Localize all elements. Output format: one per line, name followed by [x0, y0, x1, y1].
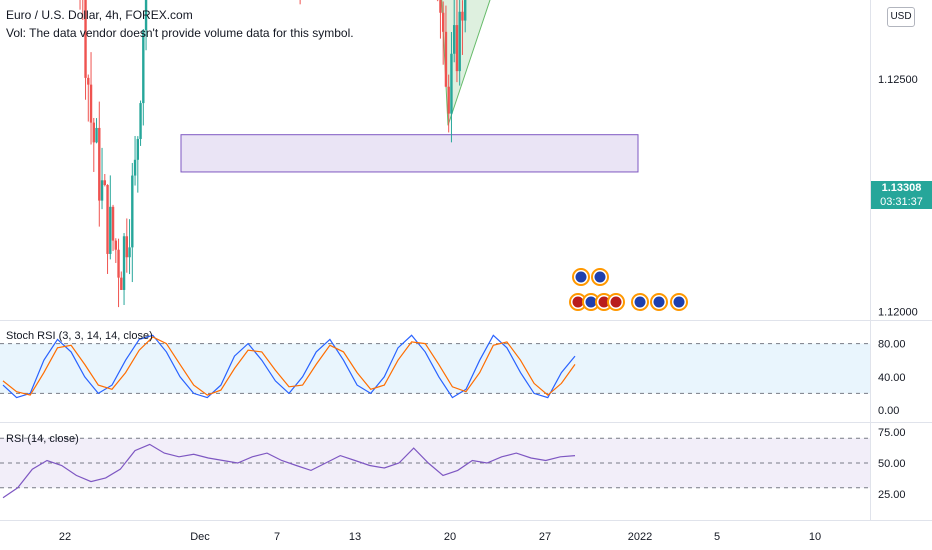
eu-flag-icon [673, 296, 685, 308]
us-flag-icon [598, 296, 610, 308]
candle-body [109, 206, 112, 254]
symbol-title[interactable]: Euro / U.S. Dollar, 4h, FOREX.com [6, 8, 193, 22]
candle-body [89, 84, 93, 123]
time-tick-label: 13 [349, 531, 361, 543]
candle-body [128, 247, 131, 258]
time-tick-label: Dec [190, 531, 210, 543]
candle-body [95, 127, 98, 143]
rsi-tick-label: 50.00 [878, 458, 906, 470]
candle-body [92, 122, 95, 143]
eu-flag-icon [585, 296, 597, 308]
stoch-k-line [2, 334, 576, 399]
time-tick-label: 27 [539, 531, 551, 543]
rsi-pane[interactable]: 75.00 50.00 25.00 [0, 427, 906, 501]
candle-body [131, 175, 134, 248]
candle-body [444, 31, 448, 87]
candle-body [464, 0, 467, 21]
candle-body [136, 138, 140, 160]
candle-body [114, 240, 117, 250]
candle-body [98, 127, 101, 201]
candle-body [142, 30, 145, 104]
candle-body [122, 236, 126, 290]
price-zone[interactable] [180, 134, 639, 173]
candle-body [144, 0, 148, 31]
eu-flag-icon [594, 271, 606, 283]
price-tick-label: 1.12500 [878, 74, 918, 86]
candle-body [125, 236, 129, 258]
current-price-label: 1.13308 [871, 181, 932, 195]
time-tick-label: 5 [714, 531, 720, 543]
stoch-tick-label: 40.00 [878, 372, 906, 384]
us-flag-icon [572, 296, 584, 308]
candle-body [84, 0, 87, 78]
candle-body [120, 277, 123, 290]
candle-body [452, 25, 456, 54]
candle-body [455, 25, 459, 72]
candle-body [461, 11, 464, 21]
candle-body [103, 180, 106, 185]
stoch-rsi-label[interactable]: Stoch RSI (3, 3, 14, 14, close) [6, 330, 153, 342]
candle-body [458, 11, 461, 72]
time-tick-label: 7 [274, 531, 280, 543]
time-tick-label: 20 [444, 531, 456, 543]
rsi-tick-label: 25.00 [878, 489, 906, 501]
stoch-band-fill [0, 343, 870, 394]
candle-body [441, 12, 445, 32]
volume-note: Vol: The data vendor doesn't provide vol… [6, 26, 354, 40]
currency-button[interactable]: USD [887, 7, 915, 27]
stoch-tick-label: 80.00 [878, 339, 906, 351]
price-pane[interactable] [0, 0, 870, 311]
rsi-line [2, 443, 576, 499]
stoch-rsi-pane[interactable]: 80.00 40.00 0.00 [0, 334, 906, 417]
candle-body [447, 86, 450, 114]
candle-body [111, 206, 115, 241]
candle-body [87, 77, 90, 85]
candle-body [117, 249, 120, 278]
candle-body [106, 184, 109, 254]
candle-body [450, 53, 453, 114]
stoch-d-line [2, 336, 576, 396]
candle-body [439, 0, 442, 13]
eu-flag-icon [653, 296, 665, 308]
candle-body [139, 103, 142, 139]
rsi-tick-label: 75.00 [878, 427, 906, 439]
bar-countdown-label: 03:31:37 [871, 195, 932, 209]
candle-body [100, 180, 104, 201]
time-tick-label: 10 [809, 531, 821, 543]
price-tick-label: 1.12000 [878, 307, 918, 319]
eu-flag-icon [575, 271, 587, 283]
rsi-label[interactable]: RSI (14, close) [6, 433, 79, 445]
stoch-tick-label: 0.00 [878, 405, 899, 417]
candle-body [133, 159, 137, 176]
eu-flag-icon [634, 296, 646, 308]
time-tick-label: 22 [59, 531, 71, 543]
us-flag-icon [610, 296, 622, 308]
time-tick-label: 2022 [628, 531, 652, 543]
